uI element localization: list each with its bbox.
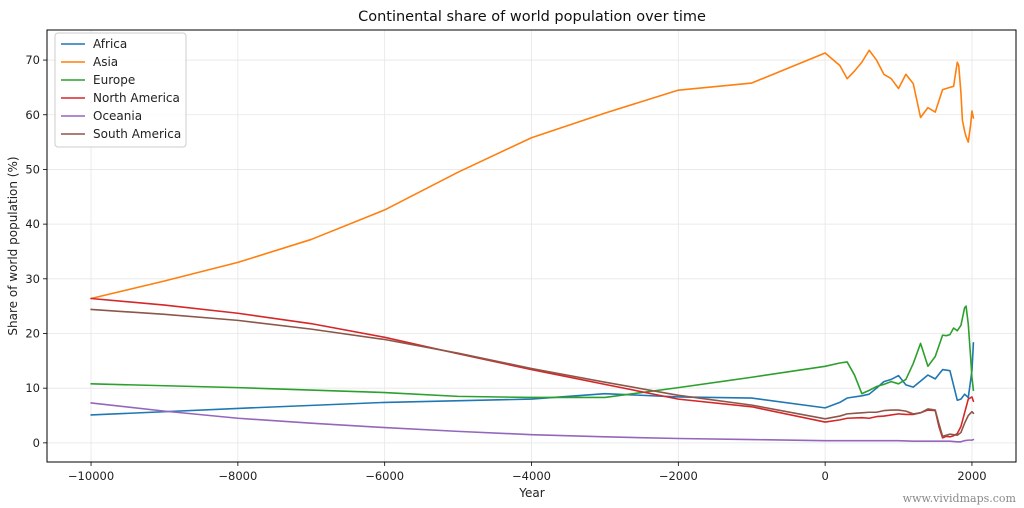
y-tick-label: 0 — [33, 436, 40, 450]
y-axis-label: Share of world population (%) — [6, 156, 20, 335]
legend-label-europe: Europe — [93, 73, 135, 87]
y-tick-label: 50 — [25, 162, 40, 176]
legend-label-asia: Asia — [93, 55, 118, 69]
series-line-oceania — [90, 402, 975, 443]
watermark: www.vividmaps.com — [903, 492, 1017, 505]
chart-title: Continental share of world population ov… — [358, 9, 706, 25]
x-tick-label: −10000 — [68, 469, 114, 483]
x-tick-label: −6000 — [365, 469, 404, 483]
x-axis-ticks: −10000 −8000 −6000 −4000 −2000 0 2000 — [68, 462, 987, 483]
legend-label-north-america: North America — [93, 91, 180, 105]
legend-label-africa: Africa — [93, 37, 127, 51]
x-tick-label: 2000 — [957, 469, 986, 483]
y-tick-label: 60 — [25, 108, 40, 122]
y-tick-label: 70 — [25, 53, 40, 67]
series-line-south-america — [90, 308, 975, 438]
y-tick-label: 20 — [25, 326, 40, 340]
legend: Africa Asia Europe North America Oceania Sout… — [54, 32, 187, 148]
x-axis-label: Year — [518, 486, 544, 500]
y-axis-ticks: 0 10 20 30 40 50 60 70 — [25, 53, 47, 450]
gridlines — [47, 30, 1016, 462]
x-tick-label: −4000 — [512, 469, 551, 483]
x-tick-label: −2000 — [659, 469, 698, 483]
x-tick-label: −8000 — [218, 469, 257, 483]
legend-label-south-america: South America — [93, 127, 181, 141]
x-tick-label: 0 — [821, 469, 828, 483]
y-tick-label: 30 — [25, 272, 40, 286]
series-line-asia — [90, 49, 975, 300]
legend-label-oceania: Oceania — [93, 109, 142, 123]
y-tick-label: 10 — [25, 381, 40, 395]
y-tick-label: 40 — [25, 217, 40, 231]
legend-box — [54, 32, 187, 148]
series-lines — [90, 49, 975, 443]
